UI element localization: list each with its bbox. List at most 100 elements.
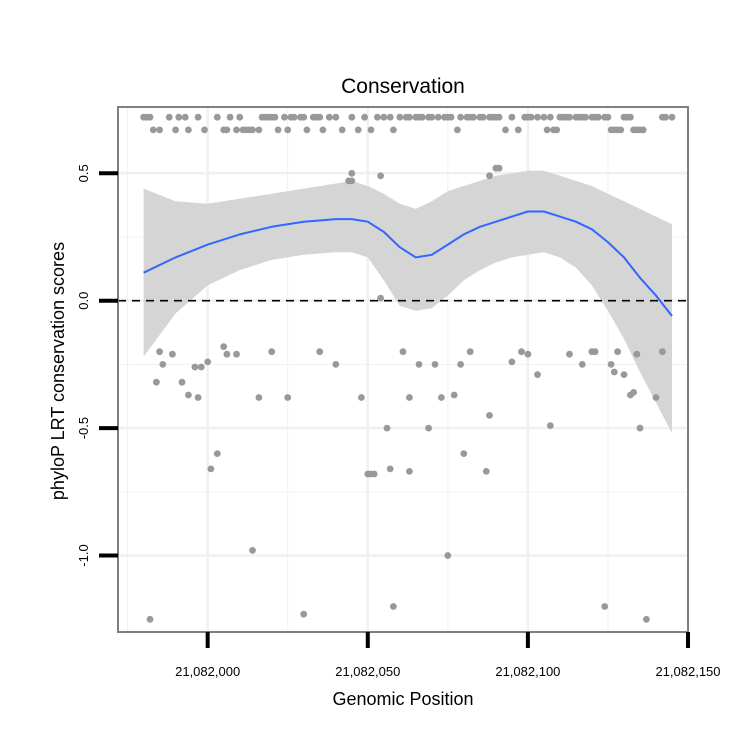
data-point — [425, 424, 432, 432]
data-point — [300, 610, 308, 618]
data-point — [428, 113, 436, 121]
data-point — [284, 126, 292, 134]
data-point — [617, 126, 625, 134]
data-point — [470, 113, 477, 121]
data-point — [620, 371, 628, 378]
data-point — [495, 164, 503, 172]
data-point — [197, 363, 205, 371]
data-point — [213, 450, 221, 457]
data-point — [338, 126, 346, 134]
data-point — [354, 126, 362, 134]
data-point — [399, 348, 407, 356]
data-point — [156, 126, 164, 134]
data-point — [450, 391, 458, 399]
data-point — [415, 361, 423, 368]
data-point — [591, 348, 599, 356]
data-point — [255, 126, 263, 134]
data-point — [380, 113, 388, 121]
x-tick-label: 21,082,000 — [175, 664, 240, 679]
y-tick-label: -0.5 — [76, 417, 91, 439]
data-point — [540, 113, 548, 121]
data-point — [406, 113, 413, 121]
data-points — [140, 113, 676, 623]
data-point — [284, 394, 292, 401]
data-point — [524, 350, 532, 358]
data-point — [659, 348, 666, 356]
data-point — [191, 363, 199, 371]
data-point — [185, 391, 192, 399]
data-point — [406, 468, 413, 475]
data-point — [149, 126, 157, 134]
data-point — [268, 348, 276, 356]
data-point — [236, 113, 244, 121]
x-tick-label: 21,082,050 — [335, 664, 400, 679]
data-point — [175, 113, 183, 121]
data-point — [374, 113, 381, 121]
data-point — [281, 113, 288, 121]
data-point — [194, 113, 202, 121]
data-point — [543, 126, 551, 134]
data-point — [325, 113, 333, 121]
data-point — [578, 361, 586, 368]
data-point — [386, 113, 394, 121]
data-point — [457, 113, 464, 121]
data-point — [482, 468, 490, 475]
data-point — [418, 113, 426, 121]
data-point — [514, 126, 522, 134]
data-point — [604, 113, 612, 121]
data-point — [377, 294, 384, 302]
data-point — [271, 113, 279, 121]
smooth-curve — [143, 210, 673, 317]
y-tick-label: 0.0 — [76, 292, 91, 310]
data-point — [303, 126, 311, 134]
data-point — [466, 348, 474, 356]
data-point — [582, 113, 589, 121]
data-point — [546, 422, 554, 429]
data-point — [479, 113, 487, 121]
data-point — [165, 113, 173, 121]
data-point — [146, 113, 154, 121]
confidence-band — [143, 170, 673, 434]
x-tick-label: 21,082,150 — [655, 664, 720, 679]
data-point — [159, 361, 167, 368]
data-point — [518, 348, 525, 356]
data-point — [652, 394, 660, 401]
data-point — [223, 126, 231, 134]
plot-panel — [117, 106, 689, 633]
data-point — [348, 177, 356, 185]
data-point — [178, 378, 186, 386]
data-point — [348, 169, 356, 177]
data-point — [332, 113, 340, 121]
data-point — [207, 465, 215, 473]
data-point — [204, 358, 212, 366]
data-point — [386, 465, 394, 473]
data-point — [146, 615, 154, 623]
data-point — [390, 603, 397, 610]
data-point — [454, 126, 461, 134]
data-point — [534, 113, 541, 121]
data-point — [390, 126, 397, 134]
data-point — [633, 350, 641, 358]
data-point — [610, 368, 618, 376]
data-point — [534, 371, 541, 378]
data-point — [172, 126, 180, 134]
data-point — [508, 113, 516, 121]
data-point — [447, 113, 455, 121]
data-point — [348, 113, 356, 121]
data-point — [434, 113, 442, 121]
data-point — [332, 361, 340, 368]
data-point — [438, 394, 445, 401]
data-point — [566, 350, 573, 358]
y-tick-label: 0.5 — [76, 164, 91, 182]
data-point — [662, 113, 669, 121]
data-point — [396, 113, 404, 121]
data-point — [594, 113, 602, 121]
data-point — [194, 394, 202, 401]
data-point — [508, 358, 516, 366]
data-point — [431, 361, 439, 368]
data-point — [614, 348, 621, 356]
data-point — [300, 113, 308, 121]
smooth-line — [143, 210, 673, 317]
data-point — [668, 113, 676, 121]
